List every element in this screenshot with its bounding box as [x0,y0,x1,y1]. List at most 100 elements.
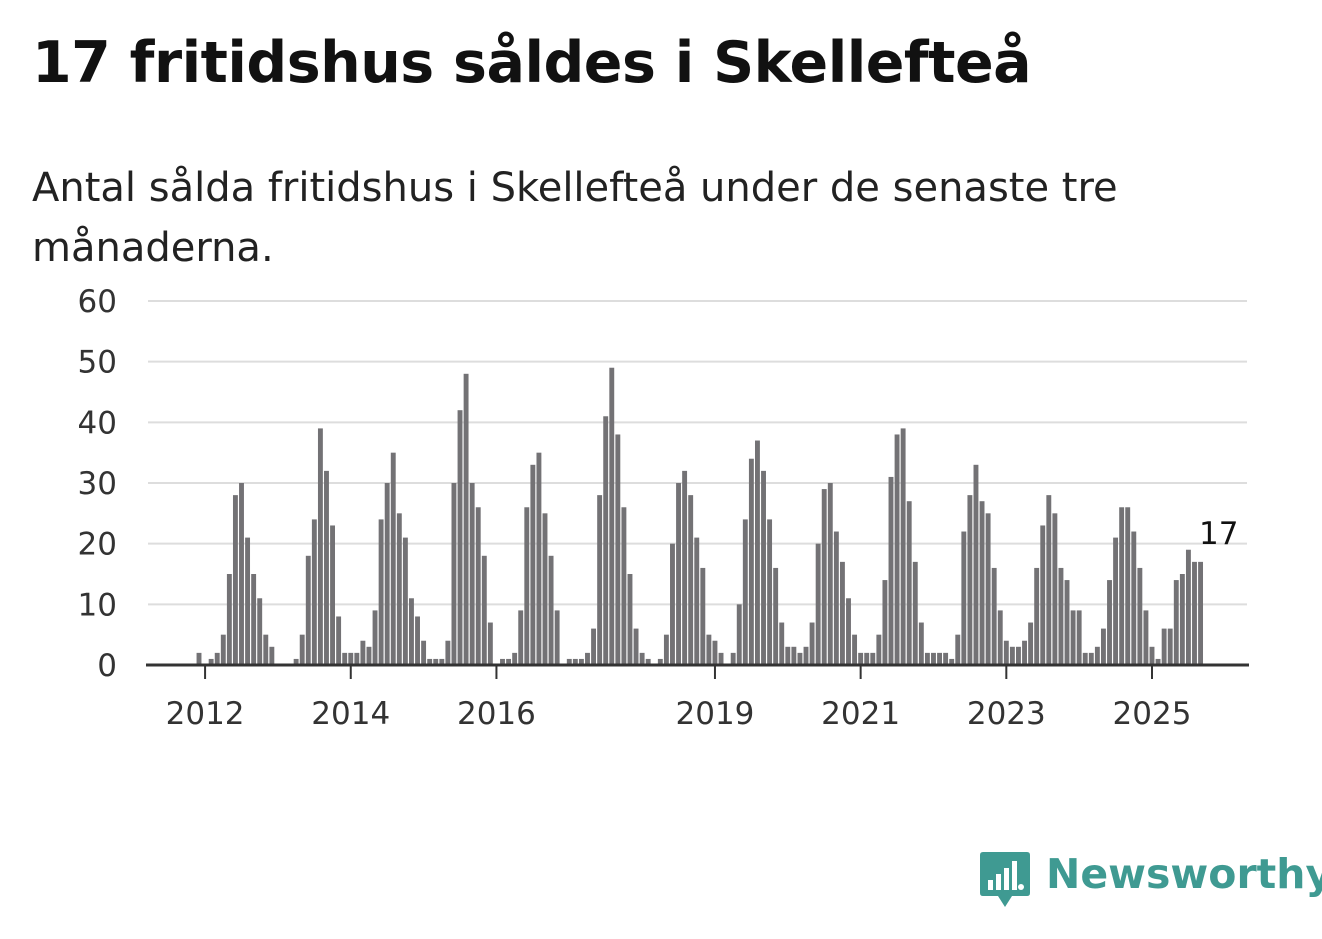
bar [251,574,257,665]
bar [694,537,700,665]
bar [937,652,942,665]
bar [761,470,766,665]
bar [712,640,718,665]
bar [245,537,251,665]
bar [627,574,633,665]
y-tick-label: 30 [78,466,117,502]
bar [1155,658,1161,665]
bar [220,634,226,665]
bar [1070,610,1076,665]
y-tick-label: 40 [78,405,117,441]
x-tick-label: 2023 [967,696,1046,732]
bar [670,543,675,665]
bar [1113,537,1119,665]
bar [1131,531,1137,665]
bar [1100,628,1106,665]
bar [226,574,232,665]
bar [1003,640,1009,665]
bar [603,416,609,665]
bar [657,658,663,665]
bar [742,519,748,665]
bar [372,610,378,665]
highlight-value-label: 17 [1199,516,1238,552]
bar [888,476,894,665]
bar [1173,580,1179,665]
bar [1198,561,1204,665]
bar [578,658,584,665]
bar [1028,622,1034,665]
bar [500,658,505,665]
bar [1143,610,1149,665]
bar [931,652,936,665]
bar [585,652,590,665]
bar [736,604,742,665]
bar [421,640,427,665]
bar [1009,646,1015,665]
bar [415,616,420,665]
logo-text: Newsworthy [1046,850,1322,898]
bar [214,652,220,665]
bar [748,458,754,665]
bar [858,652,864,665]
bar [621,507,627,665]
bar [700,567,706,665]
bar [469,483,475,665]
bar [864,652,870,665]
bar [852,634,858,665]
y-tick-label: 10 [78,587,117,623]
bar [554,610,560,665]
bar [427,658,433,665]
bar [991,567,997,665]
bar [846,598,851,665]
bar [882,580,888,665]
bar-chart-speech-bubble-icon [980,852,1030,907]
y-tick-label: 20 [78,527,117,563]
bar [912,561,918,665]
bar [730,652,736,665]
bar [985,513,991,665]
bar [1034,567,1040,665]
bar [390,452,396,665]
bar [506,658,512,665]
bar [1076,610,1082,665]
bar [597,495,603,665]
bar [924,652,930,665]
bar [566,658,572,665]
bar [815,543,821,665]
bar [1107,580,1112,665]
bar [1167,628,1173,665]
bar [269,646,275,665]
chart-title: 17 fritidshus såldes i Skellefteå [32,30,1032,96]
bar [682,470,688,665]
bar [208,658,214,665]
newsworthy-logo[interactable]: Newsworthy [980,850,1322,910]
bar [785,646,791,665]
x-axis-ticks: 2012 2014 2016 2019 2021 2023 2025 [166,665,1192,732]
bar [487,622,493,665]
bar [949,658,955,665]
bar [773,567,779,665]
bar [1016,646,1021,665]
bar [955,634,961,665]
bar [900,428,906,665]
bar [1119,507,1125,665]
bar [718,652,724,665]
bar [1094,646,1100,665]
bar [827,483,833,665]
bar [1040,525,1046,665]
bar [305,555,311,665]
bar [239,483,244,665]
bar [943,652,949,665]
bar [1058,567,1064,665]
bar [336,616,342,665]
bar [475,507,481,665]
bar [639,652,645,665]
bar [196,652,202,665]
x-tick-label: 2025 [1113,696,1192,732]
bar [688,495,694,665]
bar [263,634,269,665]
bar [1161,628,1167,665]
bar [348,652,354,665]
bar [1185,549,1191,665]
x-tick-label: 2016 [457,696,536,732]
